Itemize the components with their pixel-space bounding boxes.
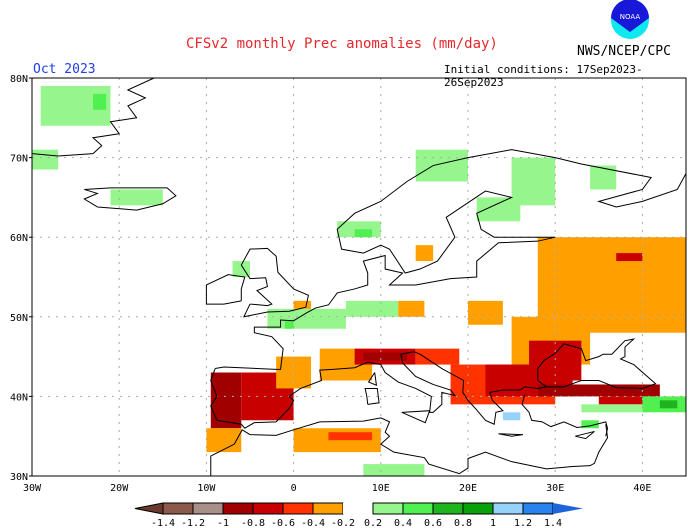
lat-label: 30N [10,472,28,483]
lat-label: 60N [10,233,28,244]
anomaly-patch [363,464,425,476]
colorbar-swatch [522,502,554,515]
logo-text: NOAA [620,13,641,21]
colorbar-label: -1.2 [181,518,205,528]
colorbar-swatch [222,502,254,515]
colorbar-swatch [343,503,373,514]
coastline [367,372,378,387]
anomaly-patch [345,300,399,317]
lon-label: 30W [23,483,42,494]
chart-title: CFSv2 monthly Prec anomalies (mm/day) [186,36,498,52]
colorbar-label: -0.6 [271,518,295,528]
colorbar-label: 1 [490,518,496,528]
colorbar-label: 1.2 [514,518,532,528]
lon-label: 0 [291,483,297,494]
colorbar-swatch [282,502,314,515]
gridlines [32,78,686,476]
colorbar-label: 0.4 [394,518,412,528]
coastline [83,187,177,211]
lon-label: 20E [459,483,477,494]
anomaly-patch [232,261,250,277]
anomaly-patch [581,420,599,429]
colorbar-swatch [162,502,194,515]
anomaly-patch [502,412,521,421]
coastline [498,433,524,437]
anomaly-patch [328,432,373,441]
colorbar-label: -0.4 [301,518,325,528]
organization-label: NWS/NCEP/CPC [577,44,671,59]
colorbar-label: 0.6 [424,518,442,528]
colorbar-swatch [312,502,344,515]
anomaly-patch [32,149,59,170]
anomaly-patch [598,396,652,405]
colorbar-label: -0.2 [331,518,355,528]
anomaly-patch [93,93,107,110]
colorbar-label: 0.2 [364,518,382,528]
anomaly-patch [616,253,643,262]
colorbar-swatch [402,502,434,515]
target-month: Oct 2023 [33,62,96,77]
initial-conditions: Initial conditions: 17Sep2023-26Sep2023 [444,63,643,89]
anomaly-patch [284,320,294,329]
colorbar-swatch [492,502,524,515]
lon-label: 10W [197,483,216,494]
colorbar-low-arrow [134,502,164,515]
coastline [210,417,609,476]
anomaly-patch [659,400,678,409]
anomaly-patch [415,245,434,262]
lat-label: 70N [10,154,28,165]
lat-label: 80N [10,74,28,85]
noaa-logo: NOAA [611,0,649,39]
anomaly-patch [363,352,407,361]
lat-label: 50N [10,313,28,324]
coastline [215,149,687,370]
anomaly-layer [32,85,686,476]
anomaly-patch [590,165,617,190]
anomaly-patch [206,428,242,453]
lon-label: 40E [633,483,651,494]
colorbar-swatch [372,502,404,515]
anomaly-patch [415,149,468,182]
coastline [210,338,657,429]
colorbar-label: -0.8 [241,518,265,528]
lon-label: 20W [110,483,129,494]
coastline [521,394,609,437]
coastline [575,430,595,440]
anomaly-patch [110,189,163,206]
coastline [205,274,246,305]
colorbar-swatch [462,502,494,515]
lon-label: 30E [546,483,564,494]
coastline [401,410,431,424]
coastline [364,387,380,405]
lat-label: 40N [10,392,28,403]
anomaly-patch [468,300,503,325]
colorbar-label: 0.8 [454,518,472,528]
colorbar-label: 1.4 [544,518,562,528]
coastline [240,247,310,318]
anomaly-patch [476,197,521,222]
colorbar-high-arrow [553,503,583,514]
anomaly-patch [210,372,242,429]
anomaly-patch [415,348,460,365]
coastlines [31,77,687,476]
colorbar-label: -1.4 [151,518,175,528]
map-frame [31,77,687,477]
colorbar: -1.4 -1.2 -1 -0.8 -0.6 -0.4 -0.2 0.2 0.4 0.6 0.8 1 1… [134,502,583,528]
colorbar-swatch [252,502,284,515]
anomaly-patch [293,300,312,309]
colorbar-swatch [192,502,224,515]
colorbar-label: -1 [217,518,229,528]
anomaly-patch [537,384,660,397]
anomaly-patch [398,300,425,317]
anomaly-patch [354,229,373,238]
anomaly-patch [581,404,643,413]
colorbar-swatch [432,502,464,515]
coastline [31,77,155,157]
lon-label: 10E [372,483,390,494]
